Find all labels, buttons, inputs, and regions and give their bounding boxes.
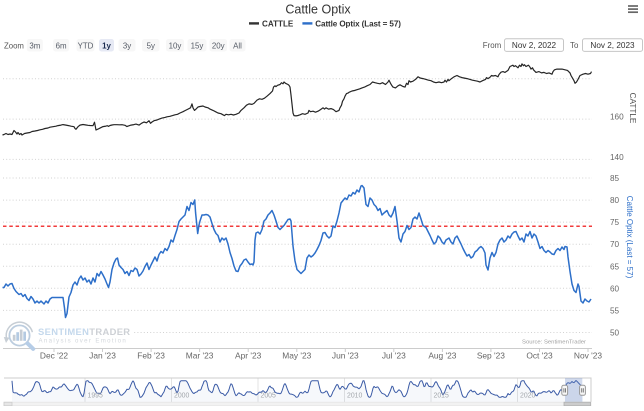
svg-text:10y: 10y [169,41,182,50]
svg-text:Jun '23: Jun '23 [332,351,359,361]
svg-text:Analysis over Emotion: Analysis over Emotion [39,337,128,344]
svg-text:50: 50 [610,329,620,338]
svg-text:YTD: YTD [78,41,94,50]
svg-text:Zoom: Zoom [4,41,24,50]
svg-text:65: 65 [610,262,620,271]
svg-text:2000: 2000 [174,392,189,399]
svg-text:Nov '23: Nov '23 [574,351,602,361]
svg-text:75: 75 [610,218,620,227]
svg-text:Cattle Optix (Last = 57): Cattle Optix (Last = 57) [625,196,634,279]
svg-text:80: 80 [610,196,620,205]
svg-text:160: 160 [610,113,624,122]
svg-text:60: 60 [610,284,620,293]
svg-text:Nov 2, 2023: Nov 2, 2023 [590,41,635,50]
svg-text:Oct '23: Oct '23 [526,351,553,361]
svg-text:SENTIMENTRADER: SENTIMENTRADER [38,326,130,337]
svg-text:Jan '23: Jan '23 [89,351,116,361]
svg-text:Mar '23: Mar '23 [186,351,214,361]
svg-text:Cattle Optix: Cattle Optix [285,3,351,17]
svg-text:6m: 6m [56,41,67,50]
svg-text:1y: 1y [102,41,111,50]
svg-text:2005: 2005 [261,392,276,399]
svg-text:140: 140 [610,153,624,162]
svg-text:Dec '22: Dec '22 [40,351,68,361]
svg-text:Sep '23: Sep '23 [477,351,505,361]
svg-text:To: To [570,41,579,50]
svg-text:5y: 5y [147,41,155,50]
svg-text:20y: 20y [212,41,225,50]
svg-text:2015: 2015 [434,392,449,399]
svg-text:Apr '23: Apr '23 [235,351,262,361]
svg-text:Feb '23: Feb '23 [137,351,165,361]
svg-text:Source: SentimenTrader: Source: SentimenTrader [522,340,586,346]
svg-text:Aug '23: Aug '23 [428,351,456,361]
svg-text:2020: 2020 [520,392,535,399]
svg-text:55: 55 [610,306,620,315]
svg-text:3m: 3m [29,41,40,50]
svg-text:Jul '23: Jul '23 [382,351,406,361]
svg-text:85: 85 [610,174,620,183]
svg-text:1995: 1995 [88,392,103,399]
svg-text:15y: 15y [191,41,204,50]
svg-text:Cattle Optix (Last = 57): Cattle Optix (Last = 57) [315,19,401,28]
svg-text:All: All [233,41,242,50]
svg-text:2010: 2010 [347,392,362,399]
svg-text:May '23: May '23 [282,351,311,361]
svg-text:3y: 3y [123,41,131,50]
svg-text:Nov 2, 2022: Nov 2, 2022 [512,41,557,50]
svg-text:From: From [483,41,502,50]
svg-text:70: 70 [610,240,620,249]
svg-text:CATTLE: CATTLE [262,19,294,28]
svg-text:CATTLE: CATTLE [628,93,637,124]
